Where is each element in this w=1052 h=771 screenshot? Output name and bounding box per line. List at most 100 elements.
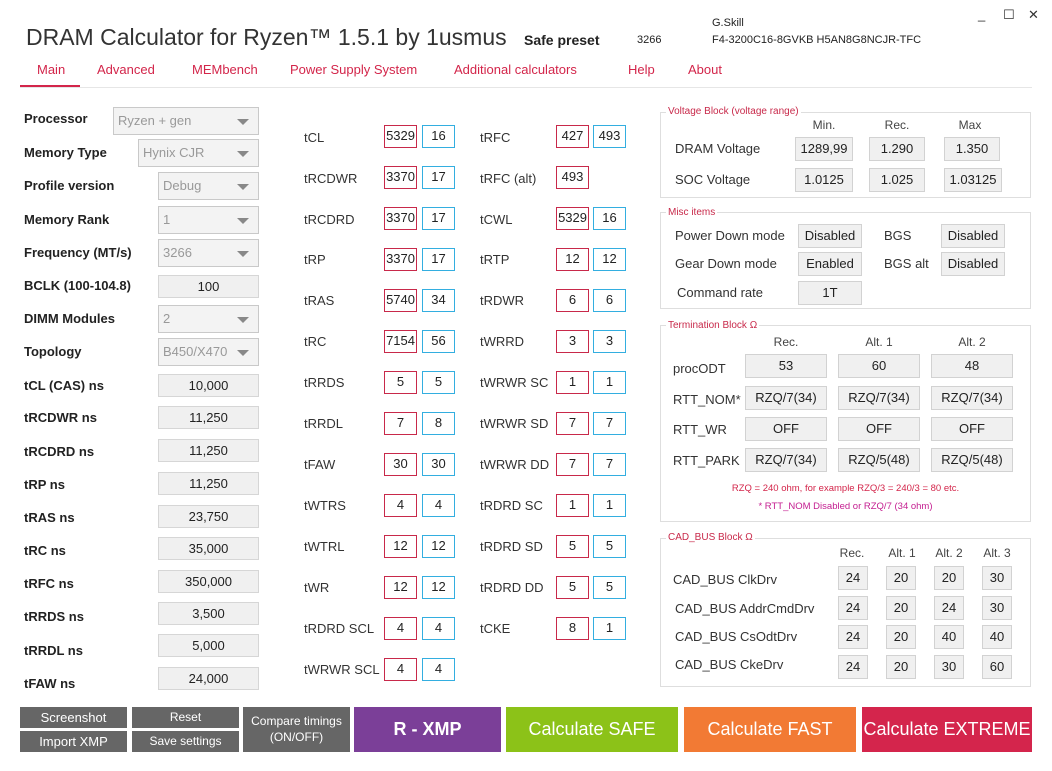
r-xmp-button[interactable]: R - XMP [354, 707, 501, 752]
compare-timings-button[interactable]: Compare timings (ON/OFF) [243, 707, 350, 752]
bgs-value: Disabled [941, 224, 1005, 248]
trcdwr-red-value: 3370 [384, 166, 417, 189]
trp-ns-value: 11,250 [158, 472, 259, 495]
clkdrv-rec: 24 [838, 566, 868, 590]
voltage-max-header: Max [958, 118, 982, 132]
trfc-alt-label: tRFC (alt) [480, 171, 537, 186]
twrwr-sd-red-value: 7 [556, 412, 589, 435]
termination-alt1-header: Alt. 1 [865, 335, 893, 349]
trdrd-dd-red-value: 5 [556, 576, 589, 599]
power-down-label: Power Down mode [675, 228, 785, 243]
trdrd-dd-blue-value: 5 [593, 576, 626, 599]
twtrs-blue-value: 4 [422, 494, 455, 517]
trrdl-blue-value: 8 [422, 412, 455, 435]
import-xmp-button[interactable]: Import XMP [20, 731, 127, 752]
voltage-block [660, 112, 1031, 198]
tab-additional-calculators[interactable]: Additional calculators [454, 62, 577, 77]
trdwr-red-value: 6 [556, 289, 589, 312]
csodtdrv-label: CAD_BUS CsOdtDrv [675, 629, 798, 644]
tab-help[interactable]: Help [628, 62, 655, 77]
tab-advanced[interactable]: Advanced [97, 62, 155, 77]
close-icon[interactable]: ✕ [1028, 7, 1039, 22]
memory-type-value: Hynix CJR [143, 145, 205, 160]
tab-main[interactable]: Main [37, 62, 66, 77]
reset-button[interactable]: Reset [132, 707, 239, 728]
trdrd-scl-red-value: 4 [384, 617, 417, 640]
tcl-red-value: 5329 [384, 125, 417, 148]
cadbus-block-title: CAD_BUS Block Ω [666, 532, 755, 543]
twrwr-dd-label: tWRWR DD [480, 457, 550, 472]
trdrd-sd-red-value: 5 [556, 535, 589, 558]
tras-blue-value: 34 [422, 289, 455, 312]
tab-power-supply-system[interactable]: Power Supply System [290, 62, 418, 77]
bclk-input[interactable]: 100 [158, 275, 259, 298]
tab-about[interactable]: About [688, 62, 722, 77]
topology-select[interactable]: B450/X470 [158, 338, 259, 366]
twrwr-sd-label: tWRWR SD [480, 416, 549, 431]
ckedrv-label: CAD_BUS CkeDrv [675, 657, 784, 672]
compare-timings-label: Compare timings [251, 714, 342, 728]
trcdwr-blue-value: 17 [422, 166, 455, 189]
minimize-icon[interactable]: _ [978, 7, 986, 22]
voltage-rec-header: Rec. [884, 118, 910, 132]
ckedrv-alt2: 30 [934, 655, 964, 679]
dimm-modules-select[interactable]: 2 [158, 305, 259, 333]
active-tab-underline [20, 85, 80, 87]
addrcmddrv-alt1: 20 [886, 596, 916, 620]
trp-label: tRP [304, 252, 326, 267]
bgs-label: BGS [884, 228, 912, 243]
trdrd-dd-label: tRDRD DD [480, 580, 544, 595]
dram-voltage-max: 1.350 [944, 137, 1000, 161]
rtt-park-alt1: RZQ/5(48) [838, 448, 920, 472]
tfaw-ns-label: tFAW ns [24, 676, 76, 691]
screenshot-button[interactable]: Screenshot [20, 707, 127, 728]
trc-blue-value: 56 [422, 330, 455, 353]
calculate-extreme-button[interactable]: Calculate EXTREME [862, 707, 1032, 752]
topology-value: B450/X470 [163, 344, 228, 359]
csodtdrv-alt3: 40 [982, 625, 1012, 649]
app-title: DRAM Calculator for Ryzen™ 1.5.1 by 1usm… [26, 24, 507, 50]
bgs-alt-label: BGS alt [884, 256, 929, 271]
profile-version-select[interactable]: Debug [158, 172, 259, 200]
trrds-blue-value: 5 [422, 371, 455, 394]
misc-block-title: Misc items [666, 207, 718, 218]
trdrd-sd-blue-value: 5 [593, 535, 626, 558]
voltage-block-title: Voltage Block (voltage range) [666, 106, 801, 117]
twtrl-red-value: 12 [384, 535, 417, 558]
twr-blue-value: 12 [422, 576, 455, 599]
gear-down-value: Enabled [798, 252, 862, 276]
twrrd-label: tWRRD [480, 334, 525, 349]
memory-type-select[interactable]: Hynix CJR [138, 139, 259, 167]
save-settings-button[interactable]: Save settings [132, 731, 239, 752]
tras-ns-value: 23,750 [158, 505, 259, 528]
tfaw-ns-value: 24,000 [158, 667, 259, 690]
trc-label: tRC [304, 334, 327, 349]
processor-value: Ryzen + gen [118, 113, 192, 128]
termination-block [660, 325, 1031, 522]
calculate-safe-button[interactable]: Calculate SAFE [506, 707, 678, 752]
csodtdrv-alt1: 20 [886, 625, 916, 649]
termination-rec-header: Rec. [773, 335, 799, 349]
dimm-modules-label: DIMM Modules [24, 311, 115, 326]
compare-timings-sublabel: (ON/OFF) [269, 730, 324, 744]
processor-select[interactable]: Ryzen + gen [113, 107, 259, 135]
ckedrv-alt1: 20 [886, 655, 916, 679]
memory-rank-select[interactable]: 1 [158, 206, 259, 234]
tcke-blue-value: 1 [593, 617, 626, 640]
tab-membench[interactable]: MEMbench [192, 62, 258, 77]
maximize-icon[interactable]: ☐ [1003, 7, 1015, 22]
processor-label: Processor [24, 111, 88, 126]
topology-label: Topology [24, 344, 82, 359]
trfc-label: tRFC [480, 130, 511, 145]
trdrd-sd-label: tRDRD SD [480, 539, 543, 554]
addrcmddrv-label: CAD_BUS AddrCmdDrv [675, 601, 815, 616]
dram-voltage-min: 1289,99 [795, 137, 853, 161]
calculate-fast-button[interactable]: Calculate FAST [684, 707, 856, 752]
rtt-wr-label: RTT_WR [673, 422, 727, 437]
rtt-wr-alt2: OFF [931, 417, 1013, 441]
trrdl-ns-label: tRRDL ns [24, 643, 83, 658]
frequency-select[interactable]: 3266 [158, 239, 259, 267]
trrds-ns-value: 3,500 [158, 602, 259, 625]
csodtdrv-rec: 24 [838, 625, 868, 649]
cadbus-alt3-header: Alt. 3 [983, 546, 1011, 560]
